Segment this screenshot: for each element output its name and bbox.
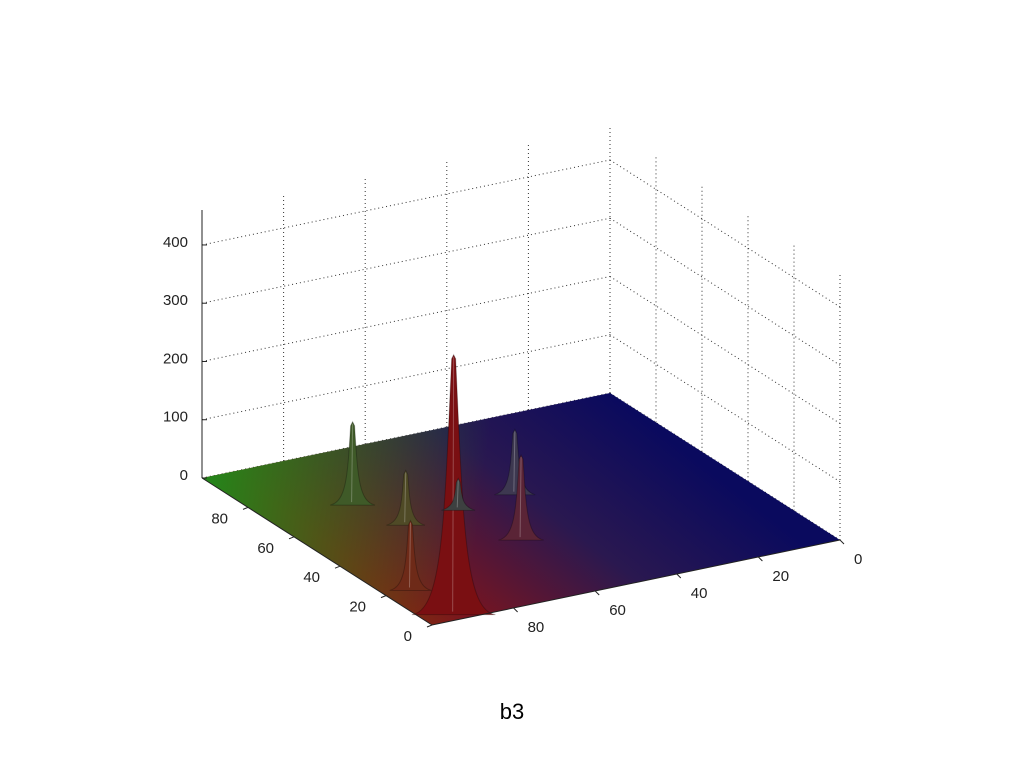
x-tick-label: 40 bbox=[691, 585, 708, 602]
y-axis bbox=[201, 477, 433, 626]
tick-mark bbox=[242, 506, 249, 510]
peak-highlight bbox=[404, 472, 407, 523]
z-tick-label: 200 bbox=[163, 350, 188, 367]
grid-line bbox=[201, 334, 611, 421]
grid-line bbox=[609, 276, 841, 424]
tick-mark bbox=[513, 607, 518, 613]
tick-mark bbox=[288, 536, 295, 540]
peak bbox=[386, 469, 426, 526]
x-tick-label: 80 bbox=[528, 619, 545, 636]
peak bbox=[330, 420, 376, 506]
peak bbox=[389, 519, 432, 591]
z-tick-label: 400 bbox=[163, 234, 188, 251]
peak-highlight bbox=[452, 356, 455, 612]
peak bbox=[411, 353, 496, 616]
tick-mark bbox=[594, 590, 600, 596]
grid-line bbox=[201, 217, 611, 304]
y-tick-label: 80 bbox=[211, 510, 228, 527]
y-tick-label: 20 bbox=[349, 599, 366, 616]
grid-line bbox=[201, 275, 611, 362]
tick-mark bbox=[426, 624, 433, 628]
peak-highlight bbox=[408, 522, 411, 588]
y-tick-label: 40 bbox=[303, 569, 320, 586]
grid-line bbox=[609, 217, 841, 366]
z-tick-label: 300 bbox=[163, 292, 188, 309]
tick-mark bbox=[334, 565, 341, 569]
x-axis bbox=[431, 539, 841, 626]
x-tick-label: 60 bbox=[609, 602, 626, 619]
grid bbox=[201, 125, 841, 541]
grid-line bbox=[201, 159, 611, 246]
y-tick-label: 60 bbox=[257, 540, 274, 557]
peaks bbox=[330, 353, 544, 616]
peak bbox=[498, 453, 544, 541]
grid-line bbox=[609, 334, 841, 483]
axes: 0 100 200 300 400 0 20 40 60 80 0 20 40 60 80 bbox=[163, 210, 862, 645]
grid-line bbox=[609, 159, 841, 308]
peak-highlight bbox=[519, 457, 522, 538]
x-tick-label: 20 bbox=[772, 568, 789, 585]
tick-mark bbox=[380, 595, 387, 599]
tick-mark bbox=[676, 573, 682, 579]
tick-mark bbox=[839, 539, 845, 545]
z-tick-label: 0 bbox=[180, 467, 188, 484]
peak bbox=[441, 477, 476, 511]
peak-highlight bbox=[351, 423, 354, 503]
peak bbox=[494, 428, 536, 496]
peak-highlight bbox=[513, 431, 516, 492]
caption: b3 bbox=[500, 699, 524, 724]
z-tick-label: 100 bbox=[163, 409, 188, 426]
peak-highlight bbox=[456, 480, 459, 508]
tick-mark bbox=[758, 556, 763, 562]
x-tick-label: 0 bbox=[854, 551, 862, 568]
y-tick-label: 0 bbox=[404, 628, 412, 645]
